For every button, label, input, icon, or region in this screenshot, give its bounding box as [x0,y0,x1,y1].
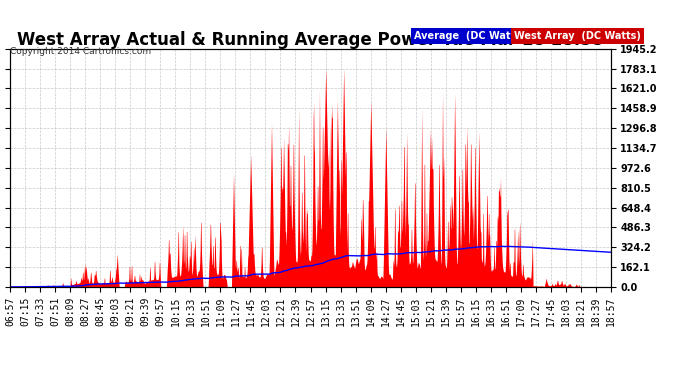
Text: West Array  (DC Watts): West Array (DC Watts) [514,31,641,40]
Title: West Array Actual & Running Average Power Tue Mar 18 18:58: West Array Actual & Running Average Powe… [17,31,604,49]
Text: Average  (DC Watts): Average (DC Watts) [414,31,525,40]
Text: Copyright 2014 Cartronics.com: Copyright 2014 Cartronics.com [10,47,152,56]
